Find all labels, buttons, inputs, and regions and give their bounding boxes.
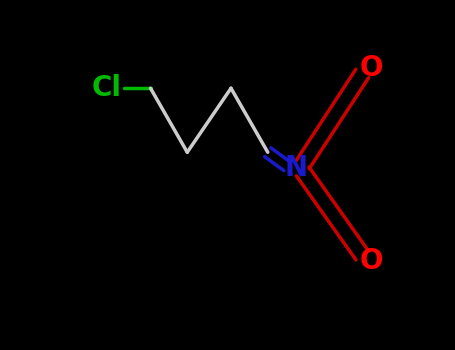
Text: N: N [284, 154, 307, 182]
Text: O: O [359, 54, 383, 82]
Text: O: O [359, 247, 383, 275]
Text: Cl: Cl [92, 74, 122, 102]
